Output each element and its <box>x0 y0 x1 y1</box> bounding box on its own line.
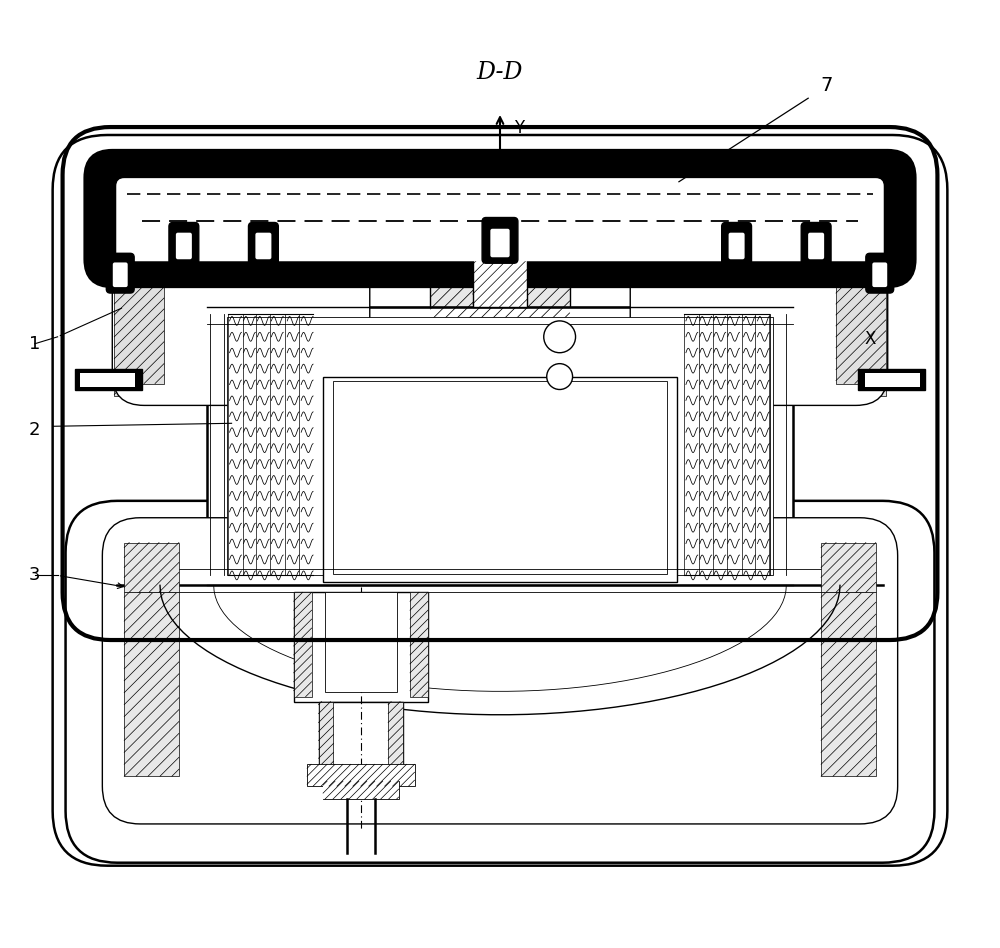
FancyBboxPatch shape <box>106 253 134 293</box>
Bar <box>793 312 886 396</box>
FancyBboxPatch shape <box>53 135 947 866</box>
Bar <box>75 369 142 391</box>
FancyBboxPatch shape <box>248 223 278 265</box>
FancyBboxPatch shape <box>176 232 192 259</box>
Bar <box>468 251 532 259</box>
Bar <box>865 373 920 387</box>
FancyBboxPatch shape <box>729 232 745 259</box>
Bar <box>124 592 179 776</box>
FancyBboxPatch shape <box>112 225 370 406</box>
Text: 2: 2 <box>29 421 40 439</box>
Bar <box>729 254 878 364</box>
FancyBboxPatch shape <box>169 223 199 265</box>
Bar <box>410 592 428 697</box>
Bar <box>319 702 333 781</box>
Text: 7: 7 <box>820 76 832 95</box>
FancyBboxPatch shape <box>102 518 898 824</box>
FancyBboxPatch shape <box>872 263 887 287</box>
FancyBboxPatch shape <box>722 223 752 265</box>
Bar <box>333 380 667 574</box>
Text: 3: 3 <box>29 566 40 584</box>
Bar <box>323 781 399 799</box>
FancyBboxPatch shape <box>482 217 518 264</box>
Bar <box>207 307 793 585</box>
Circle shape <box>544 321 576 353</box>
Bar <box>80 373 135 387</box>
Bar <box>122 254 271 364</box>
FancyBboxPatch shape <box>116 178 884 262</box>
FancyBboxPatch shape <box>630 225 888 406</box>
Text: X: X <box>864 330 876 348</box>
Bar <box>388 702 403 781</box>
Circle shape <box>547 364 573 390</box>
Bar <box>430 257 570 329</box>
FancyBboxPatch shape <box>490 228 510 257</box>
Bar <box>319 702 403 781</box>
Text: Y: Y <box>514 119 524 137</box>
Bar <box>325 592 397 692</box>
Bar <box>294 592 428 702</box>
FancyBboxPatch shape <box>113 263 128 287</box>
Bar <box>323 781 399 799</box>
Bar <box>836 245 886 384</box>
FancyBboxPatch shape <box>255 232 271 259</box>
Bar <box>858 369 925 391</box>
FancyBboxPatch shape <box>66 501 934 863</box>
Bar <box>821 592 876 776</box>
Bar <box>294 592 312 697</box>
Bar <box>821 542 876 592</box>
Bar <box>114 245 164 384</box>
Bar <box>323 376 677 582</box>
Bar <box>227 317 773 575</box>
Bar <box>473 259 527 307</box>
Text: 1: 1 <box>29 335 40 353</box>
FancyBboxPatch shape <box>801 223 831 265</box>
FancyBboxPatch shape <box>808 232 824 259</box>
Bar <box>114 312 207 396</box>
Bar <box>307 764 415 786</box>
Bar <box>124 542 179 592</box>
FancyBboxPatch shape <box>84 150 916 287</box>
FancyBboxPatch shape <box>866 253 894 293</box>
Text: D-D: D-D <box>477 61 523 83</box>
